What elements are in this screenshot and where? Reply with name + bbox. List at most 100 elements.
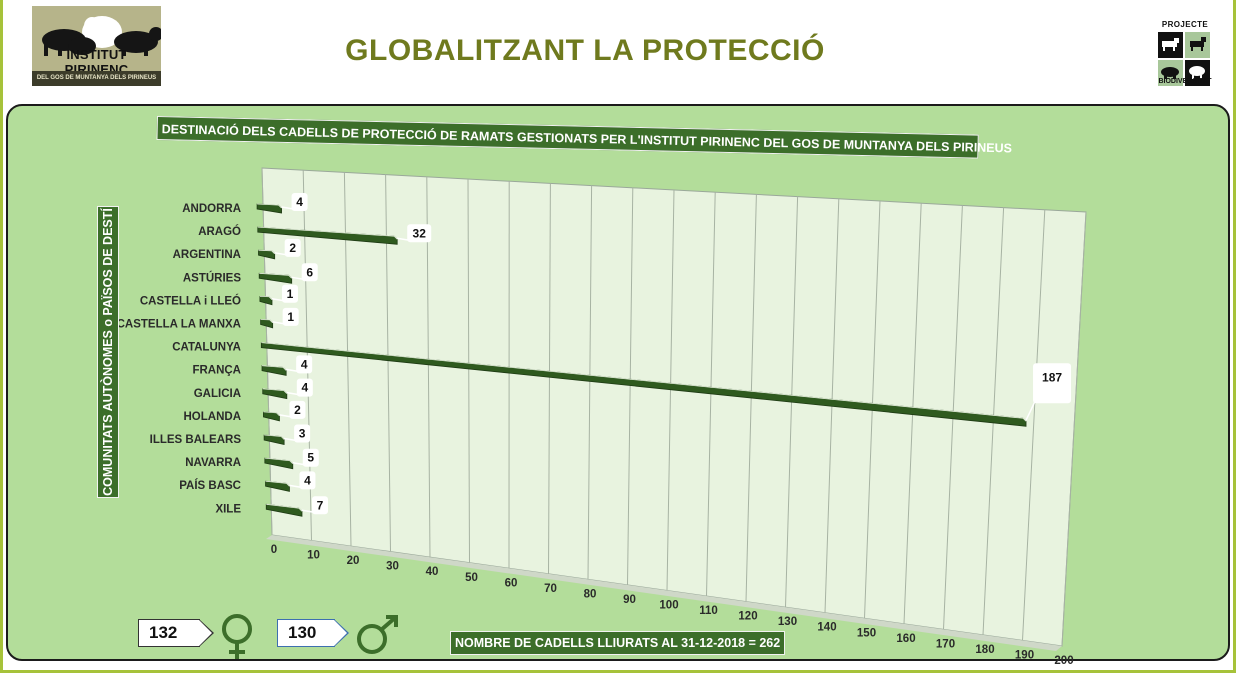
bar-highlight [260, 319, 273, 324]
data-label: 4 [296, 195, 303, 209]
x-tick-label: 70 [544, 583, 557, 595]
data-label-box [291, 193, 308, 212]
data-label: 2 [294, 403, 301, 417]
gridline [467, 178, 470, 563]
sheep-icon [1185, 60, 1210, 86]
data-label-leader [397, 237, 410, 242]
category-label: XILE [215, 503, 241, 515]
x-tick-label: 80 [584, 588, 597, 600]
male-count-box: 130 [277, 619, 349, 647]
data-label-box [301, 263, 318, 282]
x-tick-label: 0 [271, 544, 277, 556]
logo-tagline: DEL GOS DE MUNTANYA DELS PIRINEUS [32, 71, 161, 86]
page-title: GLOBALITZANT LA PROTECCIÓ [345, 34, 825, 67]
category-label: PAÍS BASC [179, 479, 241, 492]
total-puppies-label: NOMBRE DE CADELLS LLIURATS AL 31-12-2018… [450, 631, 786, 655]
data-label: 7 [317, 498, 324, 512]
female-box-arrow-fill [199, 620, 212, 646]
wolf-icon [1185, 32, 1210, 58]
x-tick-label: 60 [505, 577, 518, 589]
data-label-box [294, 424, 311, 443]
data-label-leader [286, 391, 299, 396]
data-label-leader [284, 437, 297, 442]
bar-highlight [259, 272, 292, 279]
data-label-box [284, 238, 301, 257]
data-label: 4 [301, 381, 308, 395]
category-label: ILLES BALEARS [150, 434, 242, 446]
data-label: 4 [304, 473, 311, 487]
category-label: CASTELLA LA MANXA [117, 319, 241, 331]
data-label-leader [279, 414, 292, 418]
x-tick-label: 110 [699, 605, 718, 617]
x-tick-label: 130 [778, 616, 797, 628]
data-label-leader [274, 252, 287, 256]
category-label: ANDORRA [182, 203, 241, 215]
gridline [587, 185, 593, 580]
x-tick-label: 90 [623, 594, 636, 606]
x-tick-label: 100 [659, 600, 678, 612]
female-symbol-icon [222, 614, 252, 659]
x-tick-label: 10 [307, 550, 320, 562]
data-label-box [1033, 363, 1072, 404]
x-tick-label: 120 [738, 611, 757, 623]
x-tick-label: 200 [1054, 655, 1073, 667]
bar-highlight [264, 457, 294, 464]
category-label: HOLANDA [184, 411, 242, 423]
bear-icon [1158, 60, 1183, 86]
bar-highlight [263, 411, 280, 417]
category-label: GALICIA [194, 388, 241, 400]
x-tick-label: 20 [347, 555, 360, 567]
female-count-box: 132 [138, 619, 214, 647]
data-label-box [296, 355, 313, 374]
bar-highlight [257, 203, 282, 209]
data-label: 2 [289, 241, 296, 255]
category-label: CATALUNYA [172, 342, 241, 354]
data-label-leader [1025, 400, 1036, 421]
bar-highlight [258, 249, 275, 255]
x-tick-label: 150 [857, 627, 876, 639]
x-tick-label: 160 [896, 633, 915, 645]
data-label: 1 [287, 287, 294, 301]
gridline [1061, 211, 1087, 647]
data-label-leader [301, 509, 315, 514]
category-label: NAVARRA [185, 457, 241, 469]
gridline [1022, 209, 1046, 641]
data-label-box [311, 496, 328, 515]
category-label: ASTÚRIES [183, 271, 241, 284]
projecte-biodiversitat-logo: PROJECTE BIODIVERSITAT [1152, 20, 1218, 90]
male-count-value: 130 [288, 623, 317, 642]
data-label: 3 [299, 426, 306, 440]
data-label: 32 [413, 226, 427, 240]
x-tick-label: 40 [426, 566, 439, 578]
data-label: 6 [306, 265, 313, 279]
gridline [627, 187, 634, 585]
x-tick-label: 30 [386, 561, 399, 573]
logo-bottom-label: BIODIVERSITAT [1158, 78, 1212, 85]
data-label-box [289, 400, 306, 419]
logo-animal-grid [1158, 32, 1210, 86]
data-label: 187 [1042, 370, 1062, 384]
bar-highlight [261, 365, 287, 371]
data-label-leader [291, 276, 304, 281]
x-tick-label: 140 [817, 622, 836, 634]
data-label-leader [286, 368, 299, 373]
category-label: ARAGÓ [198, 225, 241, 238]
x-tick-label: 170 [936, 638, 955, 650]
data-label: 4 [301, 357, 308, 371]
bar-highlight [265, 480, 290, 487]
frame-right-border [1233, 0, 1236, 673]
data-label-leader [289, 484, 302, 489]
male-symbol-icon [357, 615, 398, 654]
data-label-leader [271, 298, 285, 302]
data-label-box [296, 378, 313, 397]
data-label-leader [292, 461, 305, 466]
x-tick-label: 190 [1015, 649, 1034, 661]
bar-highlight [259, 296, 273, 301]
data-label-box [407, 224, 432, 243]
data-label-box [281, 284, 298, 303]
category-label: ARGENTINA [173, 249, 241, 261]
gridline [666, 189, 675, 591]
y-axis-title: COMUNITATS AUTÒNOMES o PAÏSOS DE DESTÍ [97, 206, 119, 498]
data-label-leader [281, 206, 294, 210]
frame-bottom-border [0, 670, 1236, 673]
